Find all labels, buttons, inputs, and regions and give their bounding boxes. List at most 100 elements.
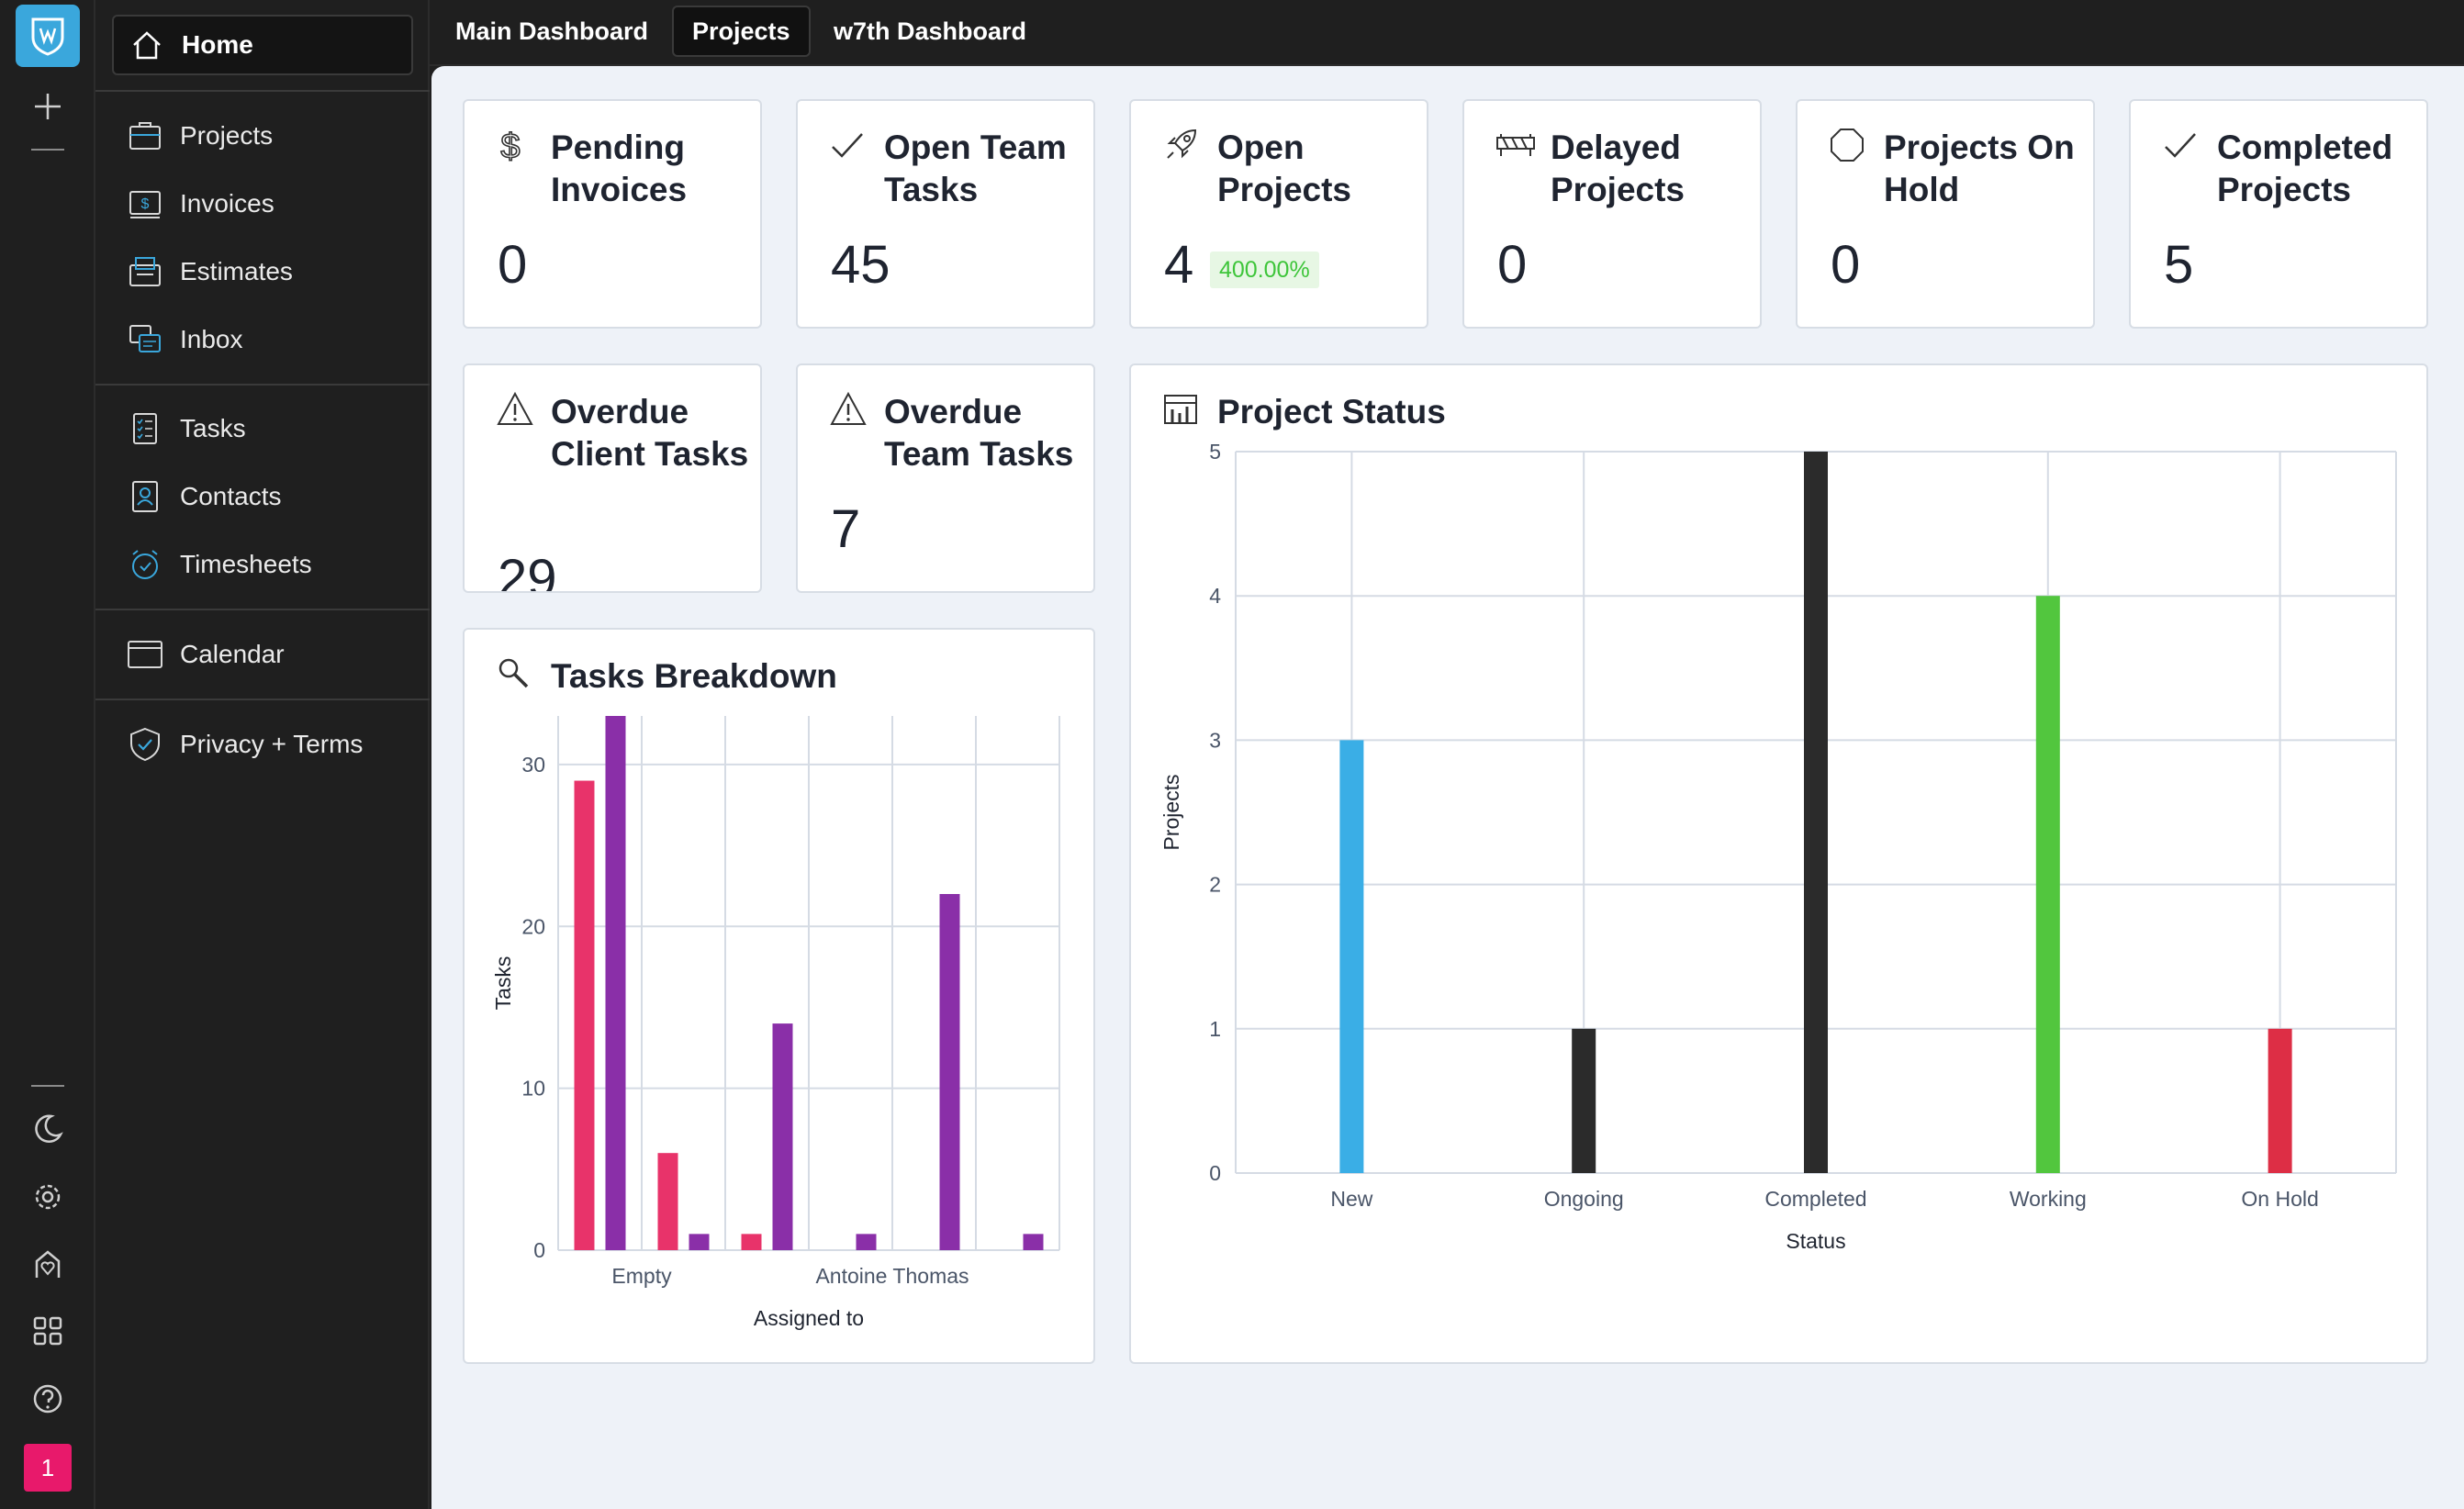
stat-title: Completed Projects [2217, 129, 2393, 208]
stat-value: 7 [831, 499, 861, 559]
stat-card-completed-projects[interactable]: Completed Projects 5 [2129, 99, 2428, 329]
x-tick-label: Working [2010, 1187, 2087, 1211]
grid-apps-icon[interactable] [20, 1303, 75, 1358]
stat-value: 0 [1497, 235, 1528, 295]
sidebar-item-contacts[interactable]: Contacts [112, 466, 413, 527]
y-tick-label: 0 [1209, 1161, 1221, 1185]
tab-main-dashboard[interactable]: Main Dashboard [455, 17, 649, 45]
stat-card-projects-on-hold[interactable]: Projects On Hold 0 [1796, 99, 2095, 329]
bar [1339, 740, 1364, 1173]
home-heart-icon[interactable] [20, 1237, 75, 1292]
sidebar-item-projects[interactable]: Projects [112, 106, 413, 166]
stat-title: Projects On Hold [1884, 129, 2075, 208]
stat-card-delayed-projects[interactable]: Delayed Projects 0 [1462, 99, 1762, 329]
x-tick-label: Empty [611, 1264, 672, 1288]
sidebar-item-label: Privacy + Terms [180, 730, 364, 758]
icon-rail: 1 [0, 0, 95, 1509]
stat-title: Pending Invoices [551, 129, 688, 208]
y-tick-label: 10 [521, 1077, 545, 1101]
check-icon [2162, 127, 2199, 163]
stat-value: 29 [498, 549, 557, 593]
x-axis-label: Status [1786, 1229, 1845, 1253]
app-logo-icon[interactable] [16, 5, 80, 67]
bar [939, 894, 960, 1250]
x-tick-label: Antoine Thomas [815, 1264, 969, 1288]
bar [1023, 1234, 1044, 1250]
sidebar-item-estimates[interactable]: Estimates [112, 241, 413, 302]
sidebar-divider [95, 90, 430, 92]
sidebar-item-label: Projects [180, 121, 274, 150]
bar [1572, 1028, 1596, 1173]
tab-projects[interactable]: Projects [672, 6, 811, 57]
shield-check-icon [127, 726, 163, 763]
x-axis-label: Assigned to [754, 1306, 864, 1330]
stat-card-open-team-tasks[interactable]: Open Team Tasks 45 [796, 99, 1095, 329]
sidebar-item-label: Timesheets [180, 550, 312, 578]
sidebar-item-label: Invoices [180, 189, 274, 218]
svg-text:$: $ [141, 196, 150, 212]
check-icon [829, 127, 866, 163]
y-tick-label: 1 [1209, 1017, 1221, 1041]
projects-icon [127, 117, 163, 154]
bar [856, 1234, 877, 1250]
barrier-icon [1495, 127, 1535, 163]
notification-badge[interactable]: 1 [24, 1444, 72, 1492]
sidebar-item-label: Calendar [180, 640, 285, 668]
sidebar-item-label: Home [182, 30, 253, 59]
stop-sign-icon [1829, 127, 1865, 163]
y-tick-label: 20 [521, 914, 545, 938]
sidebar-item-home[interactable]: Home [112, 15, 413, 75]
chart-title: Project Status [1217, 393, 1446, 430]
stat-value: 0 [498, 235, 528, 295]
sidebar-item-tasks[interactable]: Tasks [112, 398, 413, 459]
top-tab-bar: Main Dashboard Projects w7th Dashboard [430, 0, 2464, 66]
bar [574, 780, 595, 1250]
x-tick-label: Ongoing [1544, 1187, 1624, 1211]
bar [2268, 1028, 2292, 1173]
search-icon [496, 655, 532, 692]
home-icon [129, 27, 165, 63]
stat-card-overdue-team-tasks[interactable]: Overdue Team Tasks 7 [796, 363, 1095, 593]
growth-badge: 400.00% [1210, 252, 1319, 288]
tab-w7th-dashboard[interactable]: w7th Dashboard [834, 17, 1027, 45]
stat-card-pending-invoices[interactable]: $ Pending Invoices 0 [463, 99, 762, 329]
bar [689, 1234, 710, 1250]
sidebar-item-label: Tasks [180, 414, 246, 442]
x-tick-label: New [1330, 1187, 1372, 1211]
stat-title: Overdue Team Tasks [884, 393, 1074, 473]
stat-card-overdue-client-tasks[interactable]: Overdue Client Tasks 29 [463, 363, 762, 593]
sidebar-item-timesheets[interactable]: Timesheets [112, 534, 413, 595]
rocket-icon [1162, 127, 1199, 163]
table-chart-icon [1162, 391, 1199, 428]
bar [605, 716, 626, 1250]
tasks-breakdown-card: Tasks Breakdown 0 10 20 30 Empty Antoine Thom… [463, 628, 1095, 1364]
stat-value: 45 [831, 235, 890, 295]
y-tick-label: 2 [1209, 873, 1221, 897]
bar [657, 1153, 678, 1250]
y-axis-label: Tasks [491, 956, 515, 1011]
sidebar-item-invoices[interactable]: $ Invoices [112, 173, 413, 234]
stat-value: 4 [1164, 235, 1194, 295]
sidebar-item-calendar[interactable]: Calendar [112, 624, 413, 685]
bar [2035, 596, 2060, 1173]
stat-value: 5 [2164, 235, 2194, 295]
gear-icon[interactable] [20, 1169, 75, 1224]
sidebar-item-inbox[interactable]: Inbox [112, 309, 413, 370]
calendar-icon [127, 636, 163, 673]
tasks-icon [127, 410, 163, 447]
invoices-icon: $ [127, 185, 163, 222]
rail-divider [31, 1085, 64, 1087]
add-icon[interactable] [20, 79, 75, 134]
moon-icon[interactable] [20, 1101, 75, 1157]
stat-card-open-projects[interactable]: Open Projects 4 400.00% [1129, 99, 1428, 329]
sidebar-item-privacy-terms[interactable]: Privacy + Terms [112, 714, 413, 775]
stat-title: Open Team Tasks [884, 129, 1067, 208]
svg-text:$: $ [500, 128, 520, 166]
rail-divider [31, 149, 64, 151]
project-status-card: Project Status 0 1 2 3 4 5 New Ongoing Completed… [1129, 363, 2428, 1364]
x-tick-label: On Hold [2241, 1187, 2318, 1211]
help-icon[interactable] [20, 1371, 75, 1426]
bar [1804, 452, 1828, 1173]
stat-value: 0 [1831, 235, 1861, 295]
y-axis-label: Projects [1159, 774, 1183, 850]
